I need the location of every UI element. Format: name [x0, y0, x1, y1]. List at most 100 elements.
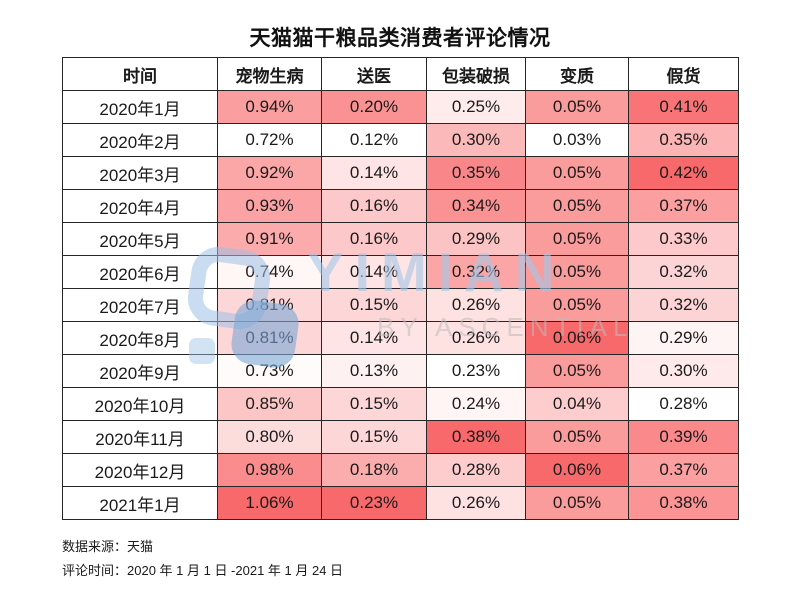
- value-cell: 0.42%: [628, 156, 739, 190]
- value-cell: 0.98%: [217, 453, 322, 487]
- value-cell: 0.26%: [426, 486, 526, 520]
- value-cell: 0.85%: [217, 387, 322, 421]
- table-row: 2020年3月 0.92% 0.14% 0.35% 0.05% 0.42%: [62, 156, 739, 190]
- table-row: 2021年1月 1.06% 0.23% 0.26% 0.05% 0.38%: [62, 486, 739, 520]
- value-cell: 0.26%: [426, 321, 526, 355]
- value-cell: 0.05%: [525, 90, 629, 124]
- value-cell: 0.06%: [525, 321, 629, 355]
- page-title: 天猫猫干粮品类消费者评论情况: [249, 27, 551, 50]
- column-header-time: 时间: [62, 57, 218, 91]
- row-label-month: 2020年8月: [62, 321, 218, 355]
- consumer-review-table: 时间 宠物生病 送医 包装破损 变质 假货 2020年1月 0.94% 0.20% 0…: [62, 57, 739, 520]
- value-cell: 0.72%: [217, 123, 322, 157]
- row-label-month: 2021年1月: [62, 486, 218, 520]
- review-period-line: 评论时间：2020 年 1 月 1 日 -2021 年 1 月 24 日: [62, 563, 344, 578]
- value-cell: 0.91%: [217, 222, 322, 256]
- row-label-month: 2020年10月: [62, 387, 218, 421]
- row-label-month: 2020年2月: [62, 123, 218, 157]
- value-cell: 0.13%: [321, 354, 427, 388]
- footer: 数据来源：天猫 评论时间：2020 年 1 月 1 日 -2021 年 1 月 …: [62, 535, 343, 583]
- row-label-month: 2020年12月: [62, 453, 218, 487]
- row-label-month: 2020年9月: [62, 354, 218, 388]
- table-row: 2020年6月 0.74% 0.14% 0.32% 0.05% 0.32%: [62, 255, 739, 289]
- value-cell: 0.14%: [321, 156, 427, 190]
- value-cell: 0.92%: [217, 156, 322, 190]
- data-source-line: 数据来源：天猫: [62, 539, 154, 554]
- table-row: 2020年12月 0.98% 0.18% 0.28% 0.06% 0.37%: [62, 453, 739, 487]
- value-cell: 0.32%: [628, 255, 739, 289]
- table-row: 2020年7月 0.81% 0.15% 0.26% 0.05% 0.32%: [62, 288, 739, 322]
- table-row: 2020年10月 0.85% 0.15% 0.24% 0.04% 0.28%: [62, 387, 739, 421]
- value-cell: 0.06%: [525, 453, 629, 487]
- value-cell: 0.38%: [628, 486, 739, 520]
- value-cell: 0.16%: [321, 222, 427, 256]
- value-cell: 0.32%: [426, 255, 526, 289]
- header-row: 时间 宠物生病 送医 包装破损 变质 假货: [62, 57, 739, 91]
- value-cell: 0.37%: [628, 189, 739, 223]
- value-cell: 0.80%: [217, 420, 322, 454]
- table-row: 2020年5月 0.91% 0.16% 0.29% 0.05% 0.33%: [62, 222, 739, 256]
- value-cell: 0.34%: [426, 189, 526, 223]
- table-row: 2020年11月 0.80% 0.15% 0.38% 0.05% 0.39%: [62, 420, 739, 454]
- value-cell: 0.12%: [321, 123, 427, 157]
- value-cell: 0.15%: [321, 288, 427, 322]
- value-cell: 0.39%: [628, 420, 739, 454]
- table-row: 2020年4月 0.93% 0.16% 0.34% 0.05% 0.37%: [62, 189, 739, 223]
- value-cell: 0.38%: [426, 420, 526, 454]
- column-header-pet-sick: 宠物生病: [217, 57, 322, 91]
- row-label-month: 2020年5月: [62, 222, 218, 256]
- row-label-month: 2020年1月: [62, 90, 218, 124]
- value-cell: 0.33%: [628, 222, 739, 256]
- value-cell: 0.05%: [525, 354, 629, 388]
- value-cell: 0.35%: [426, 156, 526, 190]
- table-row: 2020年2月 0.72% 0.12% 0.30% 0.03% 0.35%: [62, 123, 739, 157]
- value-cell: 0.05%: [525, 288, 629, 322]
- value-cell: 0.35%: [628, 123, 739, 157]
- column-header-spoiled: 变质: [525, 57, 629, 91]
- value-cell: 0.81%: [217, 288, 322, 322]
- value-cell: 0.15%: [321, 387, 427, 421]
- value-cell: 0.24%: [426, 387, 526, 421]
- table-row: 2020年8月 0.81% 0.14% 0.26% 0.06% 0.29%: [62, 321, 739, 355]
- value-cell: 0.32%: [628, 288, 739, 322]
- value-cell: 0.25%: [426, 90, 526, 124]
- value-cell: 0.28%: [628, 387, 739, 421]
- value-cell: 0.05%: [525, 222, 629, 256]
- value-cell: 0.05%: [525, 189, 629, 223]
- value-cell: 0.41%: [628, 90, 739, 124]
- value-cell: 0.37%: [628, 453, 739, 487]
- value-cell: 0.26%: [426, 288, 526, 322]
- table-body: 2020年1月 0.94% 0.20% 0.25% 0.05% 0.41% 2020年2月 0…: [62, 90, 739, 520]
- column-header-vet-visit: 送医: [321, 57, 427, 91]
- row-label-month: 2020年6月: [62, 255, 218, 289]
- value-cell: 0.05%: [525, 255, 629, 289]
- value-cell: 0.29%: [426, 222, 526, 256]
- value-cell: 0.16%: [321, 189, 427, 223]
- column-header-packaging: 包装破损: [426, 57, 526, 91]
- row-label-month: 2020年11月: [62, 420, 218, 454]
- value-cell: 0.94%: [217, 90, 322, 124]
- value-cell: 0.20%: [321, 90, 427, 124]
- row-label-month: 2020年3月: [62, 156, 218, 190]
- value-cell: 0.05%: [525, 420, 629, 454]
- value-cell: 0.28%: [426, 453, 526, 487]
- value-cell: 0.14%: [321, 255, 427, 289]
- value-cell: 0.04%: [525, 387, 629, 421]
- row-label-month: 2020年4月: [62, 189, 218, 223]
- value-cell: 0.30%: [426, 123, 526, 157]
- value-cell: 1.06%: [217, 486, 322, 520]
- table-row: 2020年9月 0.73% 0.13% 0.23% 0.05% 0.30%: [62, 354, 739, 388]
- value-cell: 0.30%: [628, 354, 739, 388]
- value-cell: 0.05%: [525, 486, 629, 520]
- value-cell: 0.15%: [321, 420, 427, 454]
- value-cell: 0.05%: [525, 156, 629, 190]
- value-cell: 0.74%: [217, 255, 322, 289]
- value-cell: 0.73%: [217, 354, 322, 388]
- value-cell: 0.18%: [321, 453, 427, 487]
- row-label-month: 2020年7月: [62, 288, 218, 322]
- table-row: 2020年1月 0.94% 0.20% 0.25% 0.05% 0.41%: [62, 90, 739, 124]
- value-cell: 0.03%: [525, 123, 629, 157]
- value-cell: 0.23%: [426, 354, 526, 388]
- value-cell: 0.93%: [217, 189, 322, 223]
- column-header-fake: 假货: [628, 57, 739, 91]
